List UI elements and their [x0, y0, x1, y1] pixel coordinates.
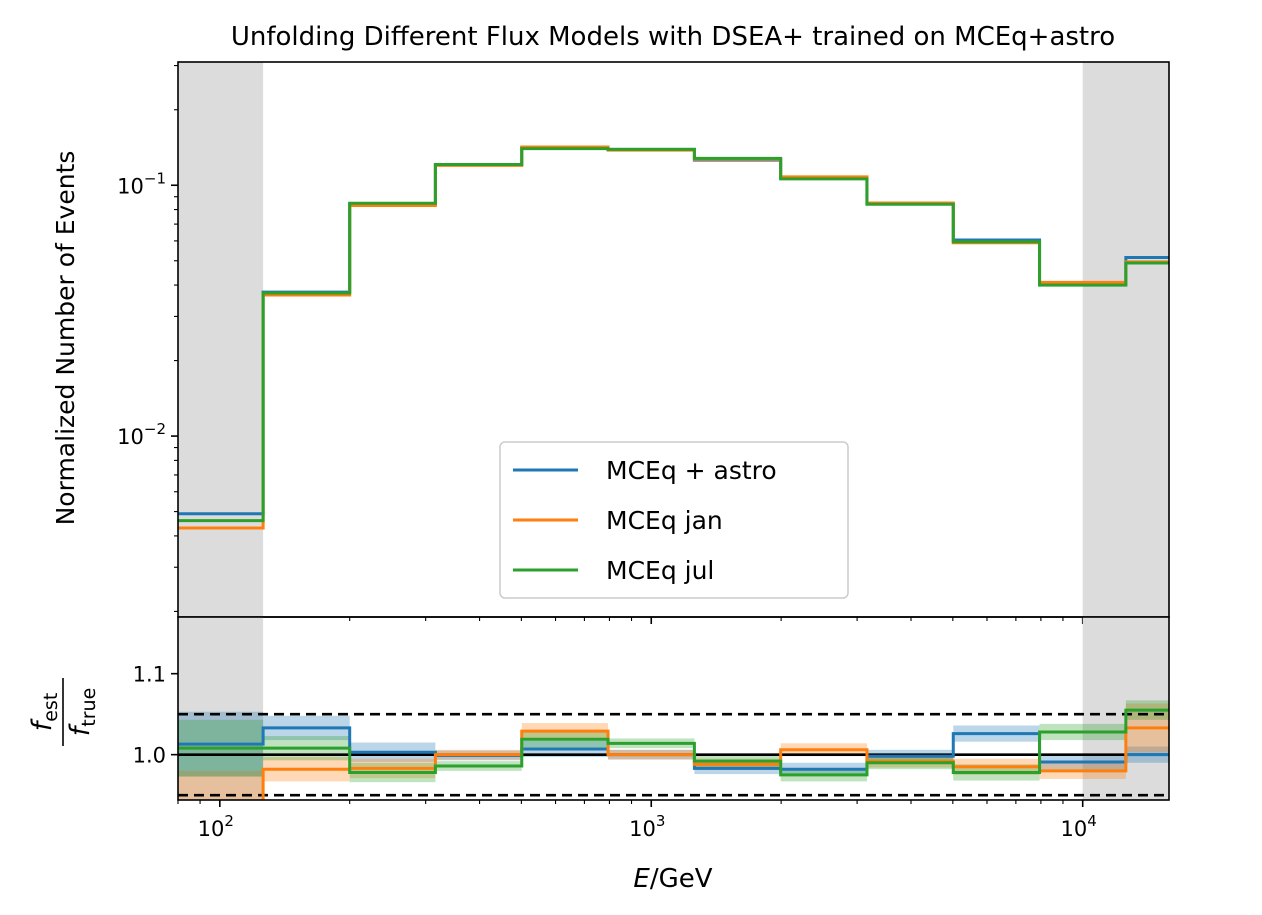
x-tick-label-base: 10	[198, 817, 225, 841]
excluded-region-1	[1082, 62, 1169, 617]
ratio-series-line-2	[178, 708, 1169, 777]
x-tick-label-base: 10	[1061, 817, 1088, 841]
x-tick-label: 104	[1061, 812, 1097, 841]
ratio-label-denominator: ftrue	[65, 688, 100, 737]
x-tick-label: 103	[629, 812, 665, 841]
ratio-y-tick-label: 1.1	[133, 663, 166, 687]
x-tick-label-exp: 4	[1087, 812, 1097, 830]
ratio-y-axis-label: fest ftrue	[27, 678, 100, 746]
x-axis-label: E/GeV	[633, 864, 712, 894]
series-line-2	[178, 147, 1169, 523]
top-series-group	[178, 145, 1169, 530]
ratio-series-group	[178, 700, 1169, 800]
y-tick-label: 10−2	[117, 420, 166, 449]
top-y-axis-label: Normalized Number of Events	[51, 151, 80, 526]
y-tick-label-exp: −1	[144, 169, 166, 187]
x-tick-label-base: 10	[629, 817, 656, 841]
ratio-label-numerator: fest	[27, 693, 62, 732]
x-tick-label-exp: 2	[224, 812, 234, 830]
legend-label-2: MCEq jul	[606, 556, 714, 585]
chart-title: Unfolding Different Flux Models with DSE…	[231, 22, 1115, 52]
ratio-excluded-region-0	[178, 617, 264, 800]
y-tick-label: 10−1	[117, 169, 166, 198]
excluded-region-0	[178, 62, 264, 617]
x-tick-label-exp: 3	[656, 812, 666, 830]
legend-label-0: MCEq + astro	[606, 456, 777, 485]
legend-box	[499, 441, 849, 599]
legend-label-1: MCEq jan	[606, 506, 723, 535]
y-tick-label-base: 10	[117, 174, 144, 198]
ratio-y-tick-label: 1.0	[133, 744, 166, 768]
ratio-axes-frame	[177, 616, 1170, 801]
y-tick-label-base: 10	[117, 425, 144, 449]
legend: MCEq + astro MCEq jan MCEq jul	[499, 441, 849, 599]
y-tick-label-exp: −2	[144, 420, 166, 438]
x-tick-label: 102	[198, 812, 234, 841]
